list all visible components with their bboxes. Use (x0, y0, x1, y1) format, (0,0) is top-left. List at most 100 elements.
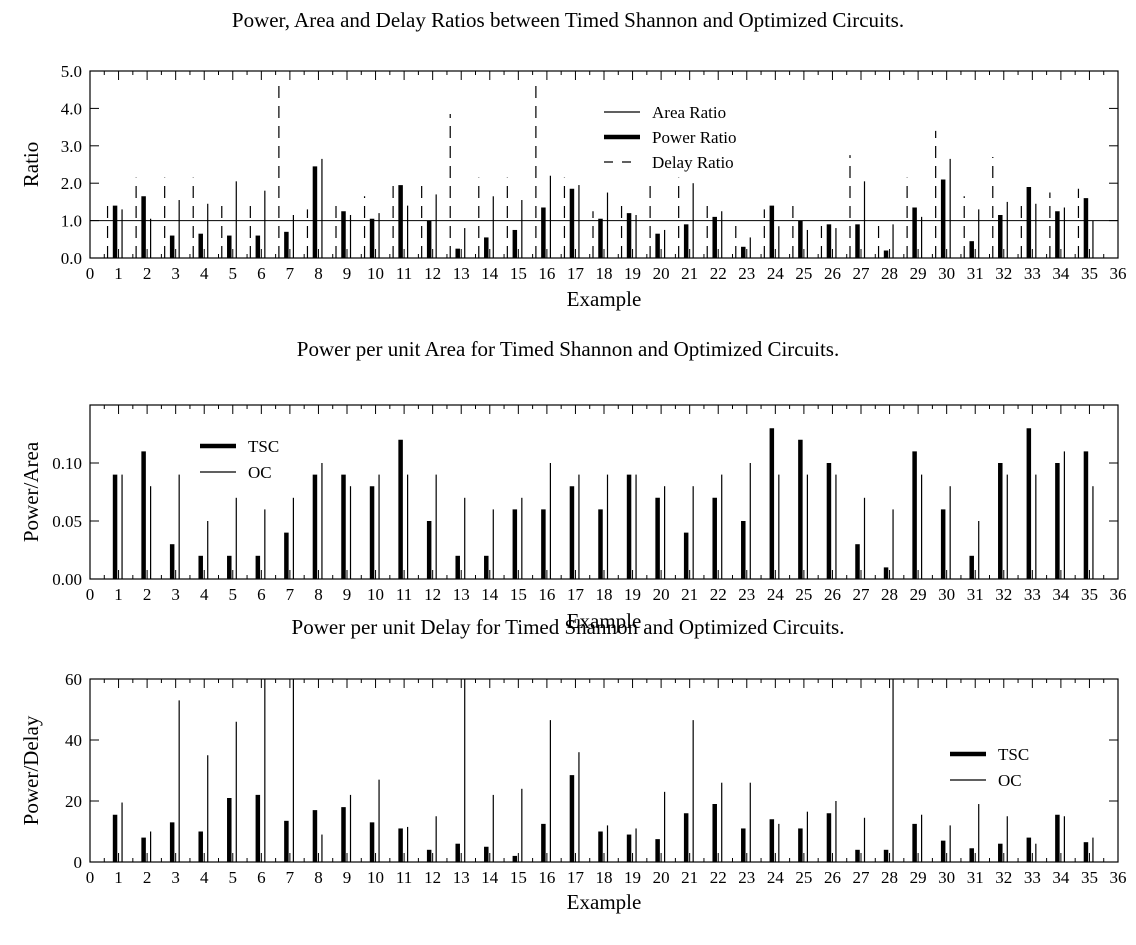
x-tick-label: 12 (424, 585, 441, 604)
x-tick-label: 19 (624, 868, 641, 887)
x-tick-label: 5 (229, 264, 238, 283)
y-tick-label: 0.00 (52, 570, 82, 589)
x-tick-label: 21 (681, 585, 698, 604)
legend-label: OC (998, 771, 1022, 790)
x-tick-label: 36 (1110, 868, 1127, 887)
y-tick-label: 0.0 (61, 249, 82, 268)
x-tick-label: 34 (1052, 868, 1070, 887)
x-tick-label: 3 (171, 868, 180, 887)
x-tick-label: 22 (710, 264, 727, 283)
x-tick-label: 24 (767, 264, 785, 283)
x-tick-label: 2 (143, 264, 152, 283)
x-tick-label: 9 (343, 868, 352, 887)
x-tick-label: 35 (1081, 264, 1098, 283)
legend-label: TSC (248, 437, 279, 456)
x-tick-label: 30 (938, 868, 955, 887)
x-tick-label: 33 (1024, 264, 1041, 283)
y-tick-label: 0 (74, 853, 83, 872)
x-tick-label: 34 (1052, 585, 1070, 604)
x-tick-label: 27 (853, 585, 871, 604)
y-tick-label: 4.0 (61, 99, 82, 118)
x-tick-label: 13 (453, 264, 470, 283)
x-tick-label: 9 (343, 264, 352, 283)
chart-title-ratios: Power, Area and Delay Ratios between Tim… (231, 8, 905, 32)
x-tick-label: 19 (624, 264, 641, 283)
y-axis-label: Power/Area (19, 441, 43, 542)
legend-label: Power Ratio (652, 128, 737, 147)
x-tick-label: 7 (286, 585, 295, 604)
y-axis-label: Ratio (19, 142, 43, 188)
x-tick-label: 7 (286, 868, 295, 887)
x-tick-label: 6 (257, 868, 266, 887)
x-axis-label: Example (567, 890, 642, 914)
x-tick-label: 36 (1110, 585, 1127, 604)
x-tick-label: 14 (481, 868, 499, 887)
y-tick-label: 3.0 (61, 137, 82, 156)
legend-label: OC (248, 463, 272, 482)
x-tick-label: 22 (710, 585, 727, 604)
x-tick-label: 10 (367, 868, 384, 887)
x-tick-label: 21 (681, 264, 698, 283)
x-tick-label: 11 (396, 264, 412, 283)
x-tick-label: 17 (567, 264, 585, 283)
x-tick-label: 17 (567, 585, 585, 604)
x-tick-label: 8 (314, 264, 323, 283)
x-tick-label: 28 (881, 585, 898, 604)
x-tick-label: 11 (396, 868, 412, 887)
x-tick-label: 23 (738, 264, 755, 283)
x-tick-label: 3 (171, 264, 180, 283)
x-tick-label: 15 (510, 868, 527, 887)
legend-label: Area Ratio (652, 103, 726, 122)
x-tick-label: 33 (1024, 868, 1041, 887)
y-tick-label: 60 (65, 670, 82, 689)
x-tick-label: 32 (995, 264, 1012, 283)
y-tick-label: 0.05 (52, 512, 82, 531)
x-tick-label: 28 (881, 264, 898, 283)
x-tick-label: 2 (143, 585, 152, 604)
x-tick-label: 26 (824, 585, 841, 604)
x-tick-label: 16 (538, 585, 555, 604)
chart-title-power-area: Power per unit Area for Timed Shannon an… (296, 337, 840, 361)
x-tick-label: 36 (1110, 264, 1127, 283)
x-tick-label: 23 (738, 868, 755, 887)
x-tick-label: 3 (171, 585, 180, 604)
x-tick-label: 29 (910, 585, 927, 604)
x-tick-label: 18 (596, 585, 613, 604)
x-tick-label: 29 (910, 264, 927, 283)
x-tick-label: 6 (257, 585, 266, 604)
x-tick-label: 14 (481, 264, 499, 283)
x-tick-label: 7 (286, 264, 295, 283)
x-tick-label: 24 (767, 585, 785, 604)
x-tick-label: 27 (853, 264, 871, 283)
x-tick-label: 1 (114, 585, 123, 604)
x-tick-label: 0 (86, 868, 95, 887)
x-tick-label: 29 (910, 868, 927, 887)
y-tick-label: 0.10 (52, 454, 82, 473)
x-tick-label: 27 (853, 868, 871, 887)
x-tick-label: 31 (967, 264, 984, 283)
x-tick-label: 28 (881, 868, 898, 887)
x-tick-label: 20 (653, 264, 670, 283)
x-tick-label: 15 (510, 585, 527, 604)
x-tick-label: 5 (229, 868, 238, 887)
legend-label: Delay Ratio (652, 153, 734, 172)
plot-frame (89, 404, 1119, 580)
x-axis-label: Example (567, 609, 642, 633)
x-tick-label: 2 (143, 868, 152, 887)
x-tick-label: 32 (995, 868, 1012, 887)
x-tick-label: 8 (314, 585, 323, 604)
x-tick-label: 0 (86, 264, 95, 283)
x-tick-label: 12 (424, 868, 441, 887)
x-tick-label: 10 (367, 585, 384, 604)
x-tick-label: 32 (995, 585, 1012, 604)
plot-frame (89, 678, 1119, 863)
x-tick-label: 30 (938, 585, 955, 604)
x-tick-label: 16 (538, 868, 555, 887)
y-tick-label: 2.0 (61, 174, 82, 193)
x-tick-label: 17 (567, 868, 585, 887)
x-tick-label: 4 (200, 585, 209, 604)
x-tick-label: 20 (653, 585, 670, 604)
x-tick-label: 35 (1081, 868, 1098, 887)
chart-title-power-delay: Power per unit Delay for Timed Shannon a… (291, 615, 845, 639)
x-tick-label: 12 (424, 264, 441, 283)
